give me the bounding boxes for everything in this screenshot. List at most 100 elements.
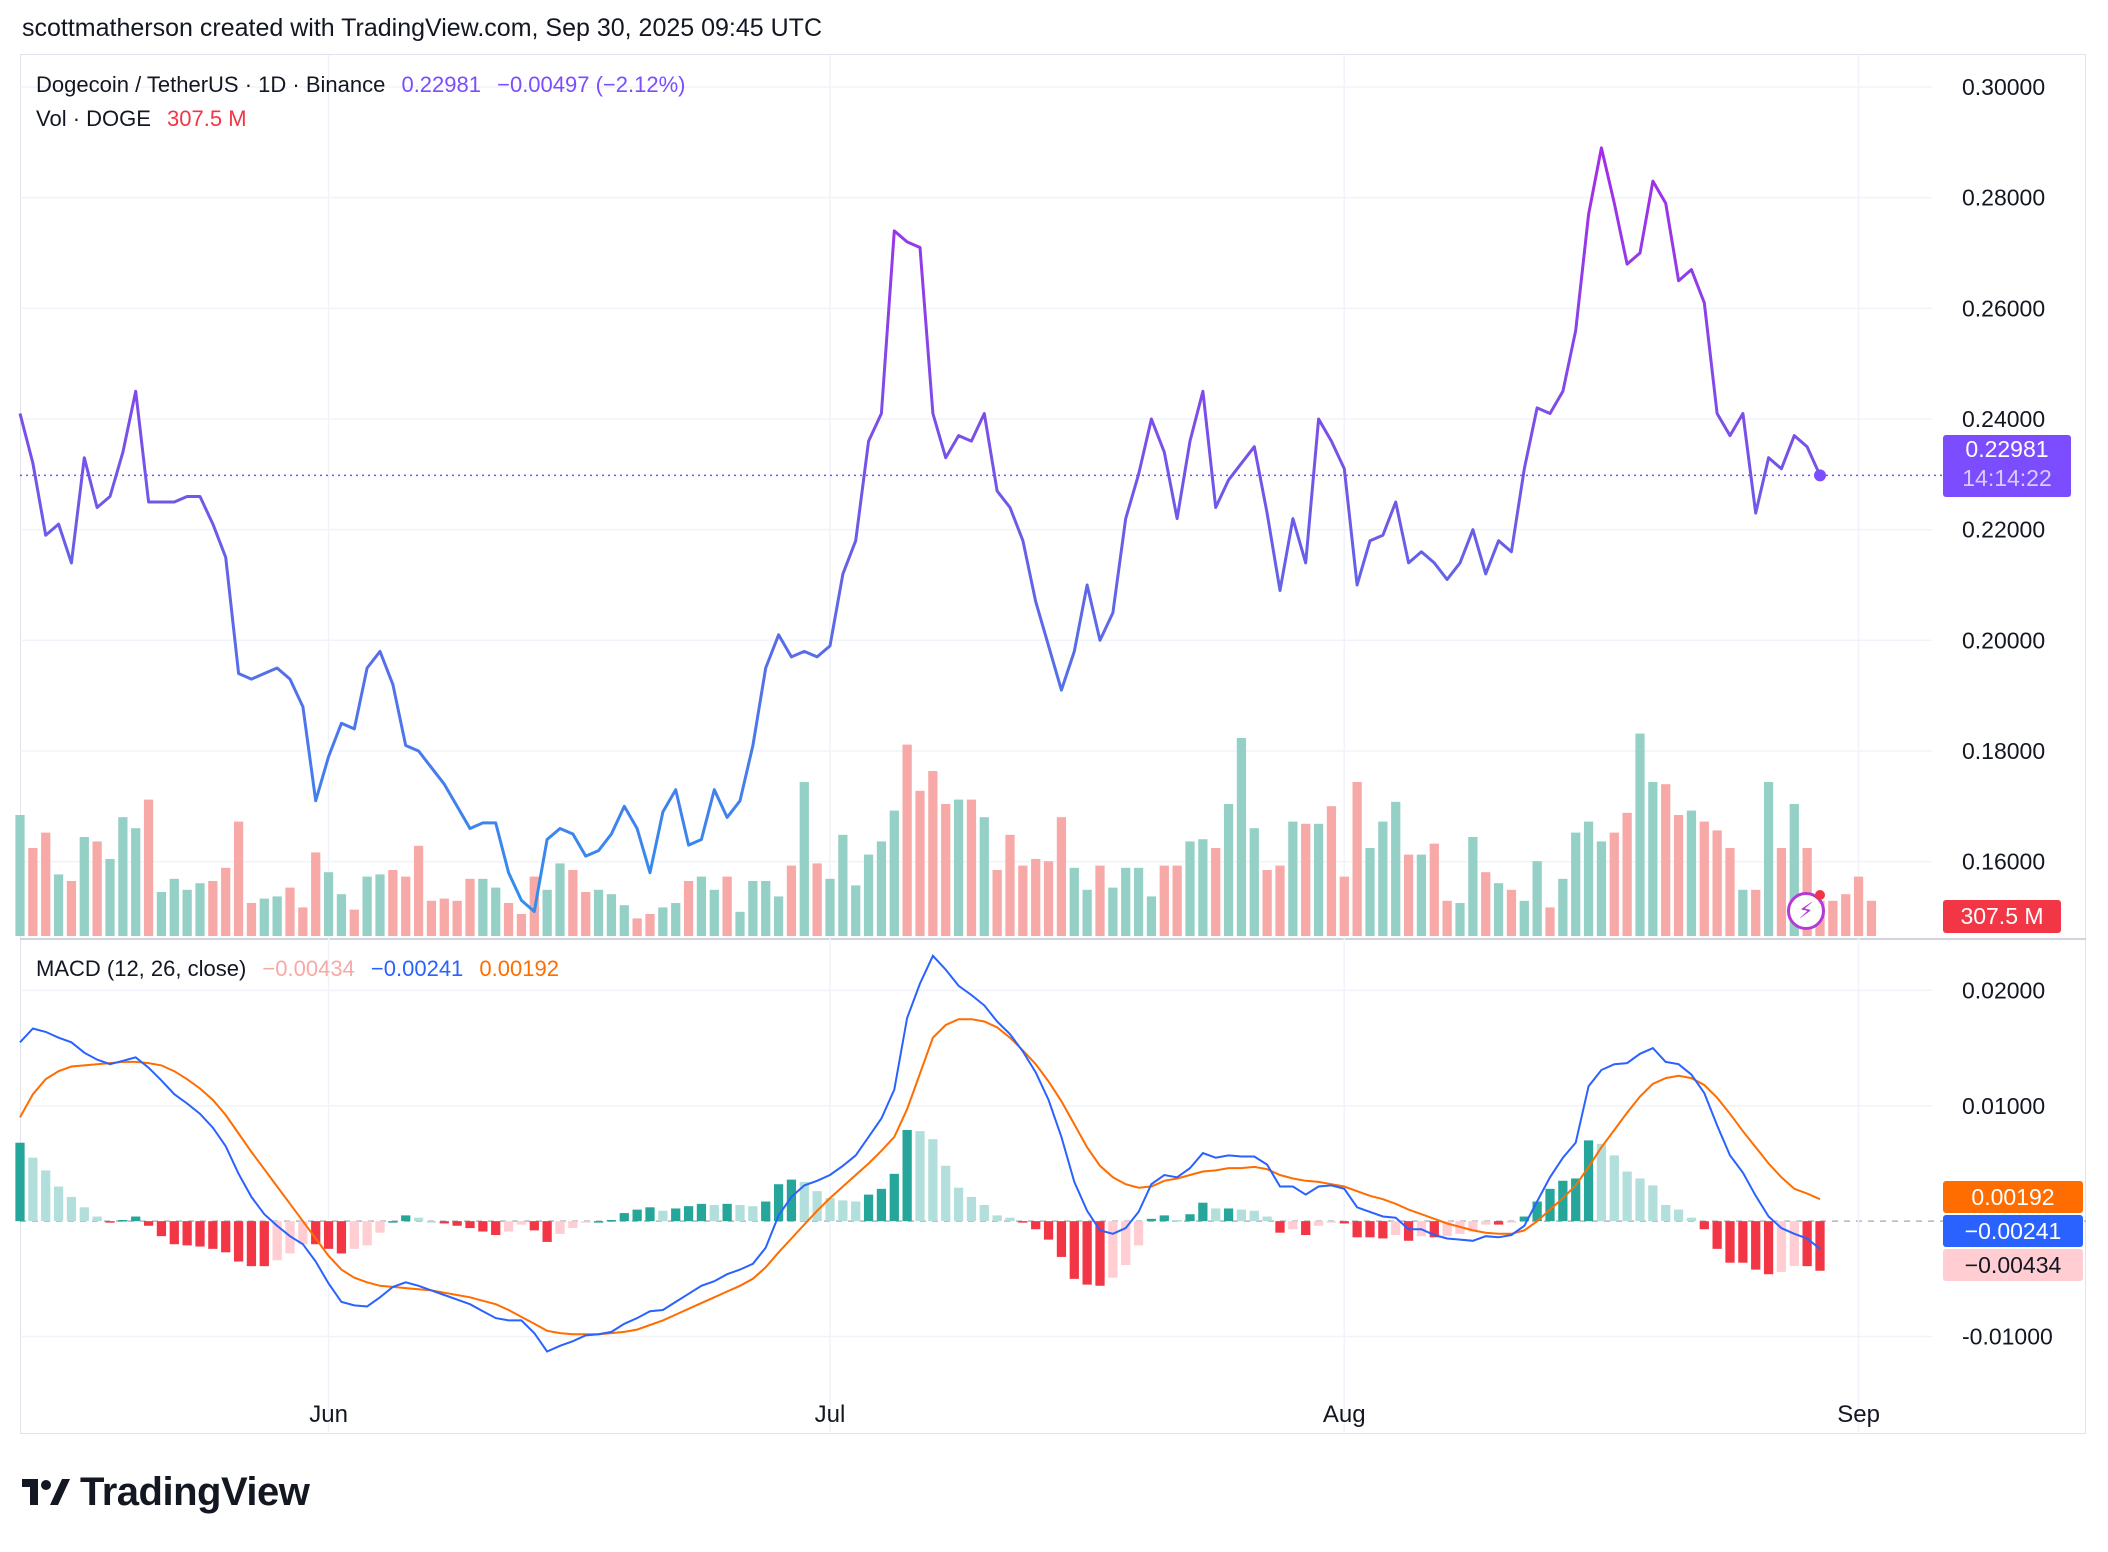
volume-bar (722, 876, 732, 936)
macd-histogram-bar (1776, 1221, 1787, 1272)
volume-badge: 307.5 M (1943, 900, 2061, 933)
macd-histogram-bar (1506, 1221, 1517, 1223)
volume-bar (246, 903, 257, 936)
volume-bar (298, 907, 308, 936)
macd-signal-line (19, 1018, 1821, 1336)
macd-histogram-bar (1326, 1221, 1337, 1223)
volume-bar (683, 881, 694, 936)
volume-bar (1468, 837, 1478, 936)
macd-histogram-bar (851, 1201, 861, 1222)
macd-histogram-bar (773, 1184, 784, 1222)
volume-bar (1763, 782, 1774, 936)
volume-bar (1262, 870, 1272, 936)
macd-histogram-bar (863, 1194, 874, 1222)
macd-histogram-bar (915, 1131, 925, 1222)
macd-histogram-bar (503, 1221, 514, 1232)
volume-bar (619, 905, 629, 936)
volume-bar (516, 914, 527, 936)
macd-histogram-bar (581, 1221, 591, 1223)
macd-histogram-bar (1159, 1215, 1169, 1222)
signal-badge: 0.00192 (1943, 1181, 2083, 1213)
volume-bar (1622, 812, 1632, 936)
symbol-title[interactable]: Dogecoin / TetherUS · 1D · Binance (36, 72, 386, 97)
macd-histogram-bar (375, 1221, 385, 1233)
volume-bar (413, 845, 424, 936)
volume-title[interactable]: Vol · DOGE (36, 106, 151, 131)
macd-histogram-bar (1313, 1221, 1324, 1226)
macd-histogram-bar (1532, 1201, 1542, 1222)
volume-bar (1339, 876, 1349, 936)
volume-bar (928, 771, 938, 936)
volume-bar (1121, 867, 1131, 936)
volume-bar (79, 837, 89, 936)
volume-bar (323, 872, 334, 936)
volume-bar (1429, 843, 1439, 936)
macd-histogram-bar (1043, 1221, 1054, 1240)
volume-bar (876, 841, 887, 936)
macd-histogram-bar (799, 1181, 809, 1222)
volume-bar (259, 898, 269, 936)
histogram-badge: −0.00434 (1943, 1249, 2083, 1281)
macd-histogram-bar (1583, 1140, 1594, 1222)
volume-bar (1108, 887, 1118, 936)
macd-histogram-bar (439, 1221, 449, 1224)
price-change: −0.00497 (−2.12%) (497, 72, 686, 97)
macd-histogram-bar (1031, 1221, 1041, 1230)
volume-bar (1853, 876, 1864, 936)
volume-bar (1789, 804, 1799, 936)
volume-bar (208, 881, 218, 936)
tradingview-logo[interactable]: TradingView (22, 1470, 310, 1515)
volume-bar (1249, 828, 1259, 936)
volume-bar (156, 892, 167, 936)
volume-bar (118, 817, 128, 936)
macd-histogram-bar (555, 1221, 565, 1234)
macd-histogram-bar (15, 1142, 25, 1222)
macd-histogram-bar (1699, 1221, 1709, 1230)
macd-histogram-bar (1262, 1216, 1272, 1222)
macd-histogram-bar (1082, 1221, 1092, 1285)
macd-histogram-bar (1121, 1221, 1131, 1265)
volume-bar (426, 900, 437, 936)
macd-histogram-bar (1519, 1216, 1529, 1222)
volume-bar (1403, 854, 1414, 936)
lightning-icon[interactable]: ⚡ (1787, 892, 1825, 930)
volume-legend: Vol · DOGE 307.5 M (36, 106, 257, 132)
volume-bar (1673, 815, 1684, 936)
volume-bar (401, 876, 411, 936)
volume-bar (1481, 872, 1491, 936)
volume-bar (195, 883, 205, 936)
macd-histogram-bar (542, 1221, 552, 1242)
volume-bar (568, 870, 578, 936)
macd-histogram-bar (876, 1188, 887, 1222)
volume-bar (1031, 859, 1041, 936)
macd-histogram-bar (838, 1200, 848, 1222)
volume-bar (992, 870, 1002, 936)
credit-text: created with TradingView.com, Sep 30, 20… (199, 14, 822, 42)
macd-histogram-bar (1493, 1221, 1504, 1225)
volume-bar (1442, 900, 1452, 936)
volume-bar (1326, 806, 1337, 936)
volume-bar (1545, 907, 1555, 936)
volume-bar (1686, 810, 1697, 936)
volume-bar (1236, 738, 1247, 936)
macd-histogram-bar (1108, 1221, 1118, 1278)
macd-histogram-bar (182, 1221, 192, 1246)
macd-title[interactable]: MACD (12, 26, close) (36, 956, 247, 981)
macd-legend: MACD (12, 26, close) −0.00434 −0.00241 0… (36, 956, 569, 982)
volume-bar (1571, 832, 1581, 936)
volume-bar (491, 887, 501, 936)
volume-bar (362, 876, 372, 936)
macd-histogram-bar (928, 1139, 938, 1222)
price-tick-label: 0.28000 (1962, 185, 2045, 211)
price-tick-label: 0.18000 (1962, 738, 2045, 764)
macd-tick-label: 0.01000 (1962, 1093, 2045, 1119)
macd-histogram-bar (1725, 1221, 1735, 1263)
macd-tick-label: 0.02000 (1962, 977, 2045, 1003)
macd-histogram-bar (1442, 1221, 1452, 1237)
volume-bar (1841, 894, 1851, 936)
volume-bar (1416, 854, 1427, 936)
volume-bar (1866, 900, 1877, 936)
macd-histogram-bar (221, 1221, 231, 1253)
macd-histogram-bar (1789, 1221, 1799, 1267)
